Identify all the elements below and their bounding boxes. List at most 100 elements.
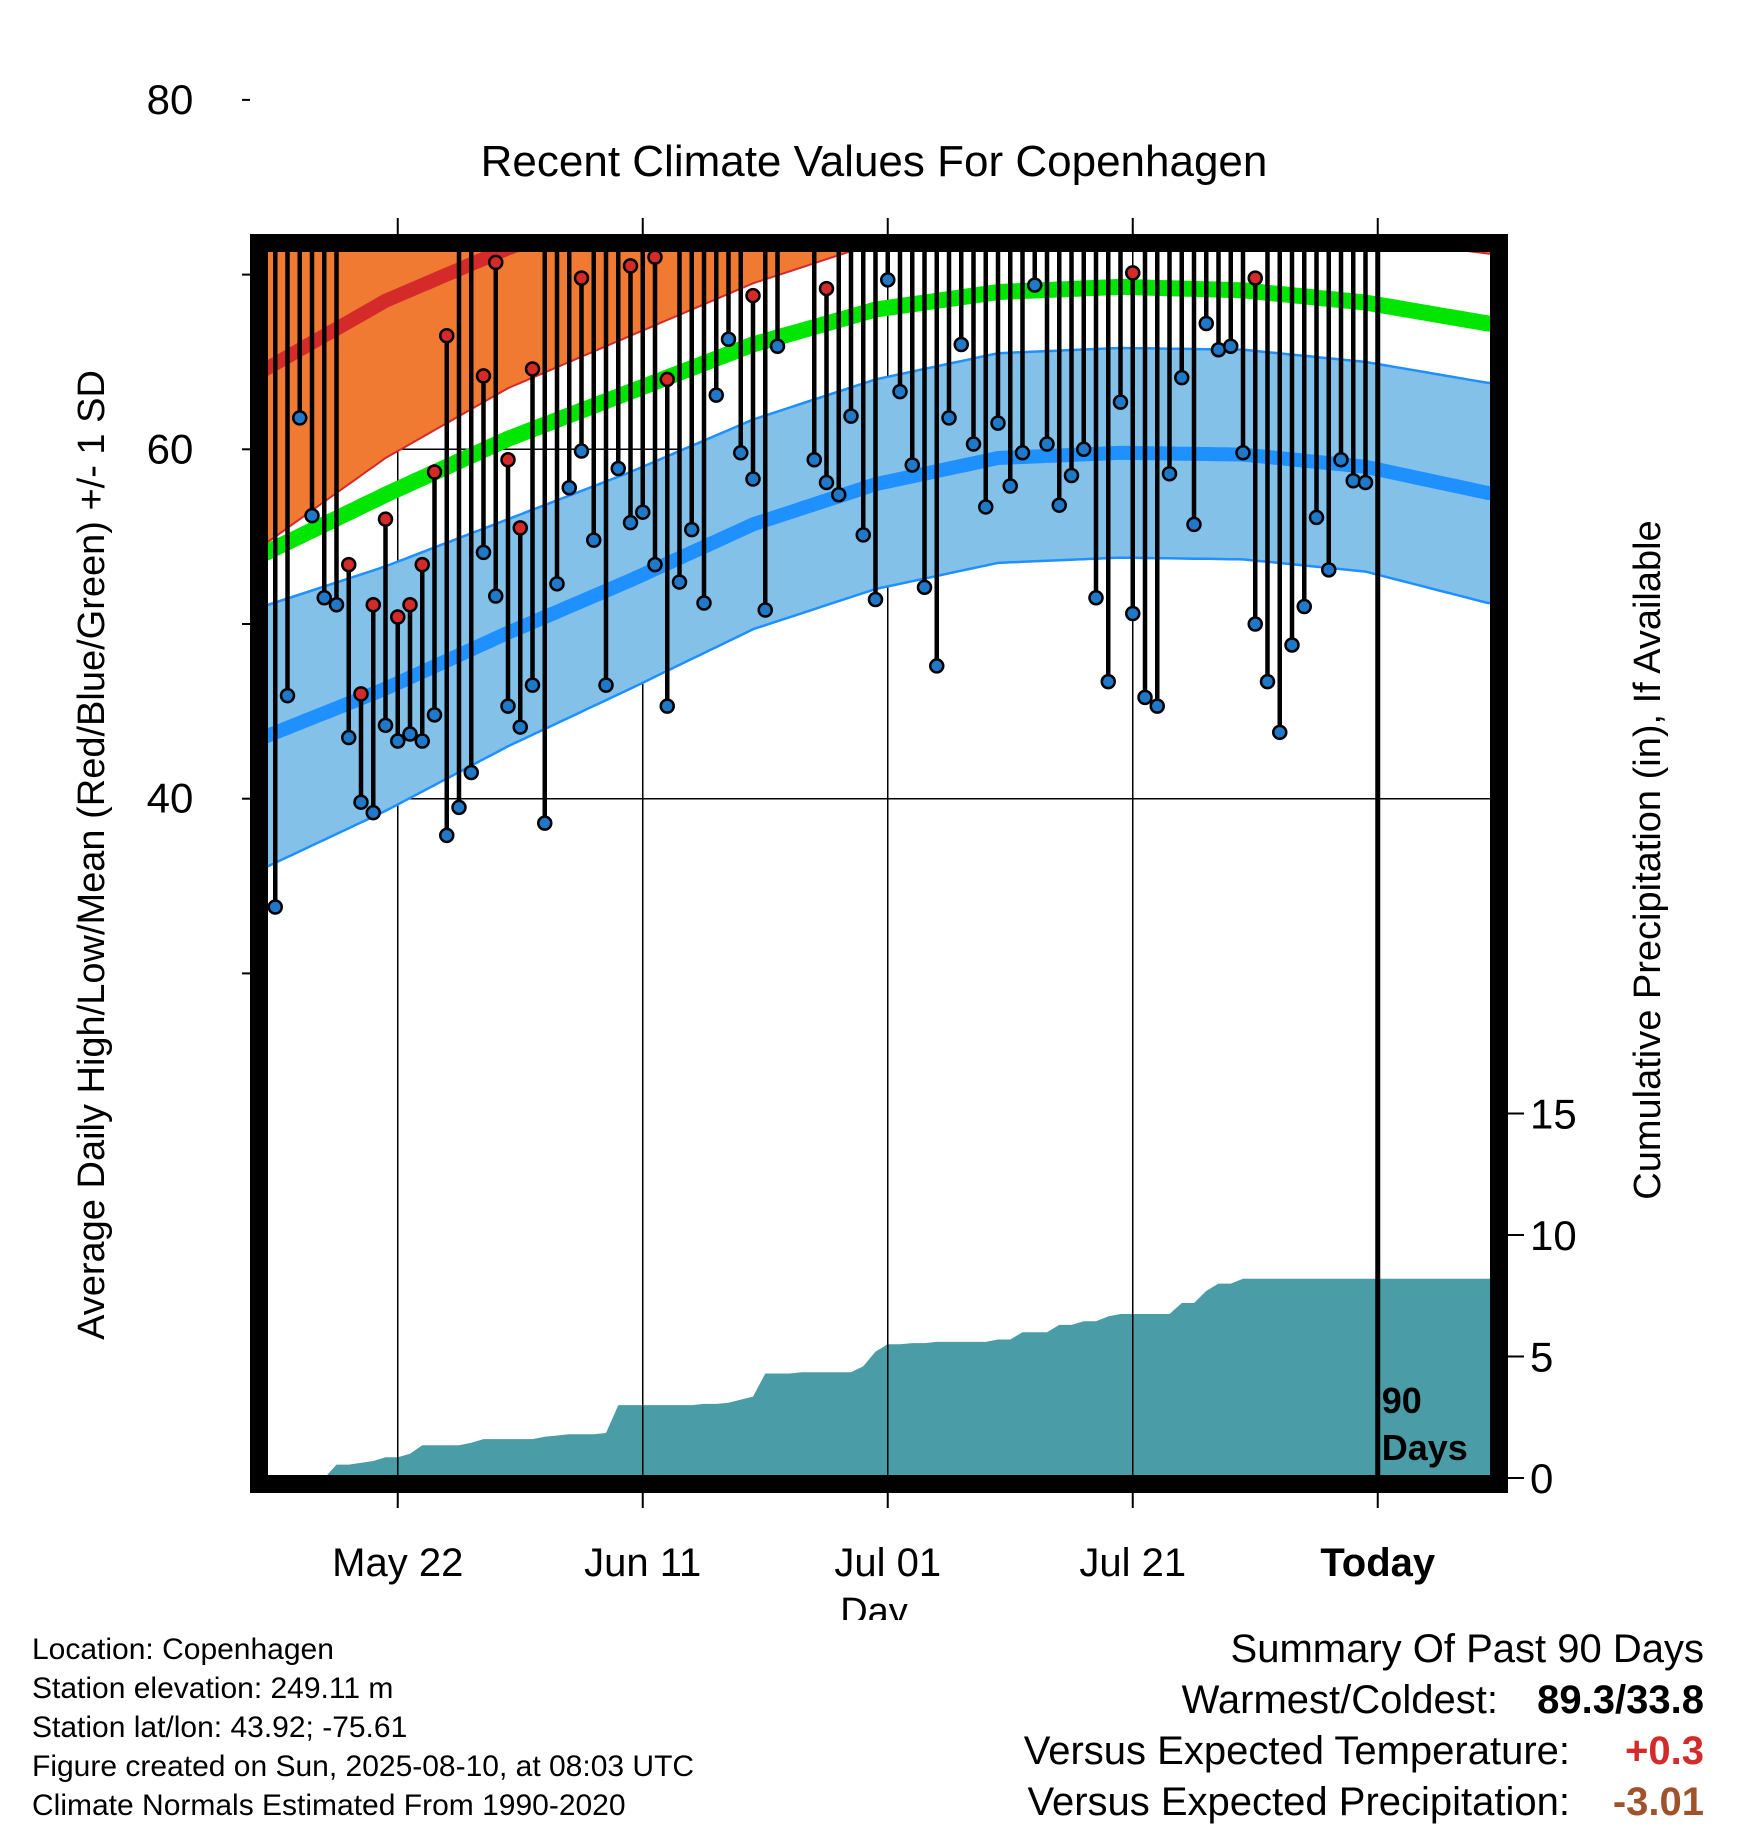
low-point-26: [573, 443, 590, 459]
high-point-7: [341, 556, 357, 573]
low-point-74: [1161, 466, 1178, 482]
x-tick-label-2: Jul 01: [834, 1541, 941, 1585]
warmest-value: 89.3/33.8: [1537, 1678, 1704, 1722]
low-point-69: [1100, 673, 1116, 690]
low-point-17: [463, 764, 479, 781]
low-point-15: [439, 827, 455, 844]
low-point-51: [880, 272, 896, 288]
low-point-41: [757, 602, 773, 618]
low-point-57: [953, 336, 969, 353]
high-point-29: [612, 203, 625, 216]
x-tick-label-4: Today: [1320, 1541, 1436, 1585]
low-point-14: [426, 707, 443, 723]
low-point-61: [1002, 478, 1018, 494]
low-point-37: [708, 387, 724, 403]
high-point-67: [1077, 15, 1090, 28]
normals-text: Climate Normals Estimated From 1990-2020: [32, 1789, 626, 1822]
low-point-27: [586, 532, 602, 548]
x-axis-label: Day: [840, 1591, 908, 1620]
low-point-8: [353, 794, 369, 810]
low-point-10: [377, 717, 394, 734]
high-point-88: [1335, 44, 1348, 57]
low-point-72: [1137, 689, 1153, 706]
low-point-67: [1076, 441, 1092, 458]
location-text: Location: Copenhagen: [32, 1633, 334, 1666]
summary-precip-row: Versus Expected Precipitation: -3.01: [1024, 1777, 1704, 1828]
high-point-12: [402, 597, 418, 613]
high-point-45: [808, 48, 821, 61]
station-info: Location: Copenhagen Station elevation: …: [32, 1630, 694, 1825]
high-point-75: [1175, 83, 1188, 96]
low-point-59: [978, 499, 994, 515]
precip-departure-label: Versus Expected Precipitation:: [1027, 1780, 1570, 1824]
low-point-4: [304, 507, 320, 524]
high-point-51: [881, 111, 894, 124]
low-point-87: [1321, 562, 1337, 578]
high-point-49: [857, 221, 870, 234]
x-tick-label-0: May 22: [332, 1541, 463, 1585]
x-tick-label-1: Jun 11: [584, 1541, 701, 1585]
summary-heading: Summary Of Past 90 Days: [1230, 1627, 1704, 1671]
low-point-63: [1027, 277, 1043, 293]
high-point-42: [771, 10, 784, 23]
low-point-23: [537, 815, 553, 831]
temp-departure-value: +0.3: [1625, 1729, 1704, 1773]
high-point-68: [1090, 210, 1103, 223]
low-point-82: [1259, 673, 1276, 690]
low-point-24: [549, 576, 565, 592]
low-point-73: [1149, 698, 1165, 714]
high-point-14: [426, 464, 443, 480]
high-point-16: [453, 189, 466, 202]
high-point-48: [845, 71, 858, 84]
low-point-83: [1272, 724, 1288, 741]
high-point-70: [1114, 207, 1127, 220]
high-point-86: [1310, 53, 1323, 66]
high-point-10: [377, 511, 394, 527]
high-point-89: [1347, 46, 1360, 59]
low-point-44: [796, 200, 809, 213]
high-point-76: [1188, 8, 1201, 21]
low-point-77: [1198, 315, 1214, 332]
created-text: Figure created on Sun, 2025-08-10, at 08…: [32, 1750, 695, 1783]
low-point-21: [512, 719, 528, 735]
high-point-71: [1125, 265, 1141, 281]
high-point-80: [1237, 34, 1250, 47]
low-point-75: [1174, 369, 1190, 386]
low-point-42: [769, 338, 786, 354]
high-point-8: [353, 686, 369, 702]
summary-temp-row: Versus Expected Temperature: +0.3: [1024, 1726, 1704, 1777]
high-point-18: [475, 368, 492, 384]
low-point-66: [1063, 467, 1080, 484]
high-point-33: [659, 371, 675, 388]
low-sd-band: [268, 348, 1490, 867]
high-point-26: [573, 270, 590, 286]
high-point-79: [1224, 4, 1237, 17]
y-axis-label-left: Average Daily High/Low/Mean (Red/Blue/Gr…: [71, 370, 113, 1340]
low-point-5: [316, 590, 332, 606]
low-point-7: [341, 729, 357, 746]
low-point-46: [818, 474, 835, 491]
today-days-label-number: 90: [1382, 1380, 1422, 1421]
low-point-40: [745, 471, 761, 487]
low-point-84: [1284, 637, 1300, 653]
low-point-2: [279, 687, 296, 704]
high-point-87: [1322, 31, 1335, 44]
low-point-55: [929, 658, 945, 674]
left-tick-label-2: 80: [147, 76, 194, 123]
low-point-36: [696, 595, 712, 611]
high-point-6: [330, 209, 343, 222]
left-tick-label-0: 40: [147, 775, 194, 822]
low-point-53: [904, 457, 920, 473]
low-point-89: [1345, 472, 1361, 489]
low-point-76: [1186, 516, 1202, 533]
high-point-73: [1151, 67, 1164, 80]
high-point-9: [365, 597, 381, 613]
low-point-78: [1210, 341, 1227, 358]
high-point-30: [622, 258, 639, 274]
high-point-21: [512, 520, 528, 536]
high-point-22: [524, 361, 541, 377]
low-point-45: [806, 452, 822, 468]
low-point-56: [941, 410, 957, 426]
low-point-3: [292, 410, 308, 426]
high-point-20: [500, 452, 516, 468]
